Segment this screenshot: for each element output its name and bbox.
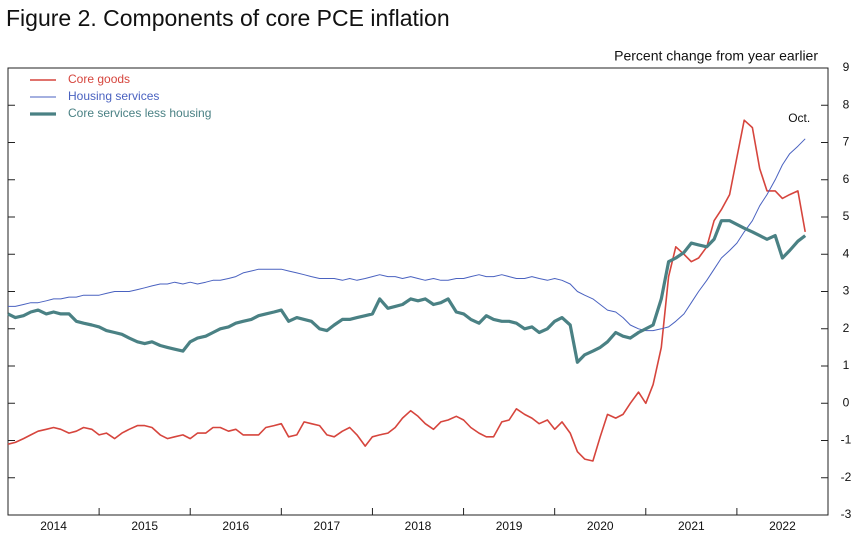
y-tick-label: -2 <box>841 470 852 484</box>
legend-label: Housing services <box>68 89 159 103</box>
y-tick-label: 9 <box>843 60 850 74</box>
series-line <box>8 138 806 332</box>
y-tick-label: 2 <box>843 321 850 335</box>
x-tick-label: 2017 <box>314 519 341 533</box>
x-tick-label: 2014 <box>40 519 67 533</box>
y-tick-label: 1 <box>843 358 850 372</box>
x-tick-label: 2020 <box>587 519 614 533</box>
chart-title: Figure 2. Components of core PCE inflati… <box>6 5 450 31</box>
y-tick-label: -1 <box>841 433 852 447</box>
x-tick-label: 2015 <box>131 519 158 533</box>
y-tick-label: 4 <box>843 246 850 260</box>
series-line <box>7 219 807 364</box>
series-line <box>7 119 806 462</box>
legend-label: Core services less housing <box>68 106 211 120</box>
annotation: Oct. <box>788 111 810 125</box>
x-tick-label: 2016 <box>222 519 249 533</box>
x-tick-label: 2018 <box>405 519 432 533</box>
y-tick-label: 6 <box>843 172 850 186</box>
y-tick-label: 7 <box>843 135 850 149</box>
y-tick-label: 3 <box>843 284 850 298</box>
y-tick-label: -3 <box>841 507 852 521</box>
y-axis-label: Percent change from year earlier <box>614 48 818 64</box>
y-tick-label: 8 <box>843 97 850 111</box>
y-tick-label: 0 <box>843 395 850 409</box>
x-tick-label: 2022 <box>769 519 796 533</box>
x-tick-label: 2021 <box>678 519 705 533</box>
legend-label: Core goods <box>68 72 130 86</box>
x-tick-label: 2019 <box>496 519 523 533</box>
y-tick-label: 5 <box>843 209 850 223</box>
